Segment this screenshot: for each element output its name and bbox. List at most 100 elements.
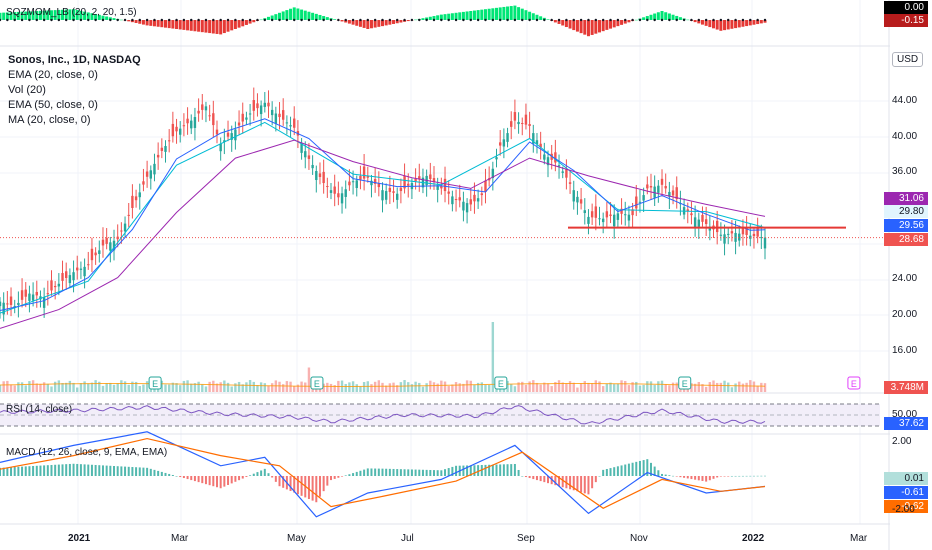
volume-bar (539, 384, 542, 392)
legend-vol[interactable]: Vol (20) (8, 84, 46, 96)
volume-bar (120, 380, 123, 392)
candle-body (344, 189, 347, 197)
candle-body (186, 118, 189, 124)
volume-bar (521, 381, 524, 392)
macd-hist-bar (0, 467, 1, 476)
signal-badge: -0.62 (884, 500, 928, 513)
price-tick-label: 36.00 (892, 166, 918, 178)
macd-hist-bar (756, 475, 759, 477)
volume-bar (407, 382, 410, 392)
sqz-bar (704, 20, 708, 26)
macd-hist-bar (318, 476, 321, 497)
candle-body (39, 296, 42, 300)
macd-hist-bar (50, 464, 53, 476)
candle-body (226, 132, 230, 137)
sqz-bar (35, 11, 39, 20)
sqz-dot (94, 18, 97, 22)
sqz-bar (318, 14, 322, 20)
ema50-line (0, 139, 766, 329)
sqz-bar (465, 11, 469, 20)
sqz-dot (226, 18, 230, 22)
volume-bar (245, 382, 248, 392)
macd-hist-bar (98, 465, 101, 476)
volume-bar (668, 385, 671, 392)
macd-hist-bar (219, 476, 222, 489)
sqz-dot (521, 18, 524, 22)
sqz-bar (222, 20, 226, 34)
candle-body (756, 226, 759, 237)
sqz-bar (564, 20, 568, 28)
volume-bar (568, 381, 572, 392)
volume-bar (226, 382, 230, 392)
volume-bar (476, 382, 480, 392)
volume-bar (72, 382, 75, 392)
sqz-bar (182, 20, 186, 30)
sqz-dot (167, 18, 171, 22)
candle-body (646, 184, 649, 189)
volume-bar (61, 383, 64, 392)
sqz-bar (134, 20, 138, 23)
sqz-bar (219, 20, 223, 35)
candle-body (704, 219, 708, 225)
candle-body (730, 231, 734, 234)
candle-body (42, 297, 46, 308)
sqz-dot (234, 18, 237, 22)
candle-body (223, 140, 226, 143)
sqz-bar (436, 15, 440, 20)
candle-body (561, 171, 564, 173)
candle-body (476, 198, 480, 202)
candle-body (675, 187, 678, 200)
legend-ema20[interactable]: EMA (20, close, 0) (8, 69, 98, 81)
macd-hist-bar (179, 476, 182, 478)
volume-bar (17, 382, 20, 392)
macd-hist-bar (466, 465, 469, 476)
macd-label[interactable]: MACD (12, 26, close, 9, EMA, EMA) (6, 447, 168, 458)
candle-body (145, 171, 149, 177)
sqz-dot (359, 18, 362, 22)
macd-hist-bar (624, 464, 627, 476)
sqz-bar (597, 20, 601, 33)
macd-hist-bar (429, 469, 432, 476)
earnings-badge (148, 376, 162, 390)
sqz-bar (421, 18, 425, 20)
sqz-bar (108, 17, 112, 20)
rsi-label[interactable]: RSI (14, close) (6, 404, 73, 415)
sqzmom-label[interactable]: SQZMOM_LB (20, 2, 20, 1.5) (6, 7, 137, 18)
candle-body (156, 154, 160, 158)
volume-bar (741, 383, 745, 392)
currency-button[interactable]: USD (892, 52, 924, 67)
volume-bar (112, 384, 116, 392)
sqz-bar (322, 16, 326, 20)
candle-body (83, 266, 86, 277)
macd-hist-bar (444, 469, 447, 476)
sqz-bar (112, 18, 116, 20)
sqz-bar (476, 10, 480, 20)
sqz-bar (237, 20, 241, 28)
sqz-bar (344, 20, 348, 23)
macd-hist-bar (697, 476, 700, 481)
macd-hist-bar (168, 473, 171, 476)
sqz-dot (719, 18, 723, 22)
legend-ma20[interactable]: MA (20, close, 0) (8, 114, 91, 126)
sqz-bar (49, 10, 53, 20)
candle-body (635, 196, 638, 209)
volume-bar (421, 386, 425, 392)
macd-hist-bar (105, 465, 108, 476)
candle-body (318, 173, 322, 178)
sqz-bar (491, 8, 495, 20)
sqz-dot (476, 18, 480, 22)
sqz-bar (270, 15, 274, 20)
macd-hist-bar (627, 463, 630, 476)
volume-bar (87, 383, 90, 392)
legend-ema50[interactable]: EMA (50, close, 0) (8, 99, 98, 111)
sqz-bar (678, 17, 682, 20)
sqz-dot (403, 18, 406, 22)
sqz-dot (35, 18, 38, 22)
candle-body (248, 113, 252, 115)
sqz-bar (204, 20, 208, 33)
macd-hist-bar (252, 473, 255, 476)
candle-body (326, 186, 329, 188)
macd-hist-bar (278, 476, 281, 487)
candle-body (87, 264, 90, 266)
